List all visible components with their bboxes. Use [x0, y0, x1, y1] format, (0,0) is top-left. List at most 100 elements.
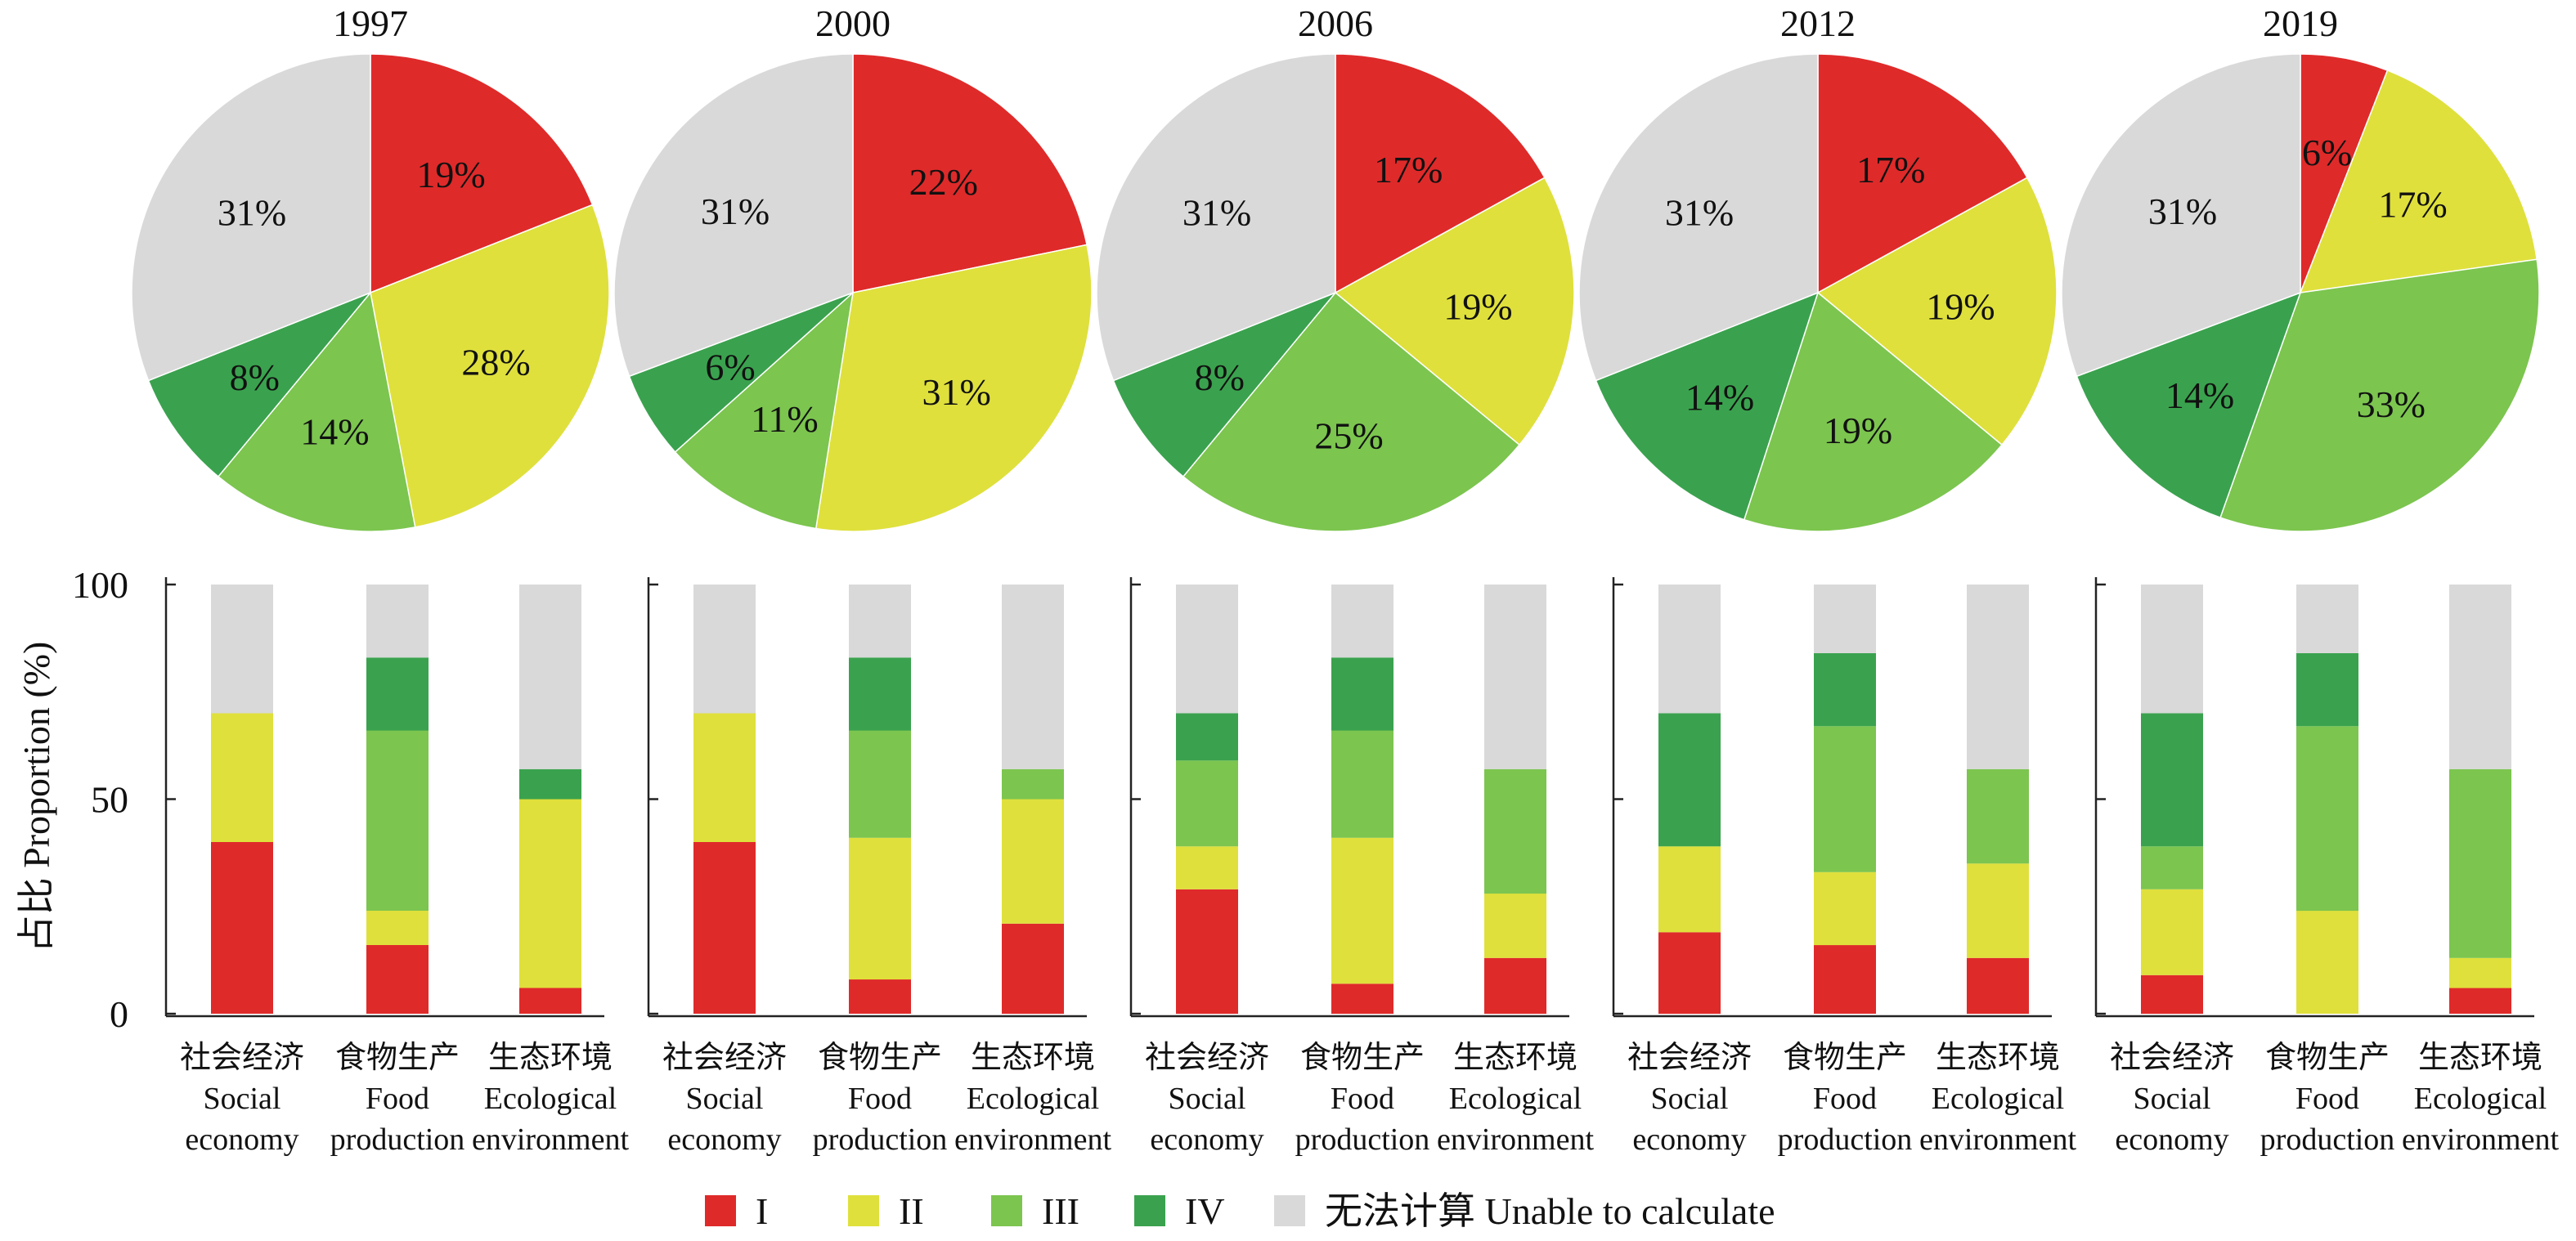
bar-segment-ii-2019-3 [2449, 957, 2511, 988]
category-label-zh-2012-2: 食物生产 [1783, 1041, 1907, 1075]
bar-segment-iii-2000-2 [849, 730, 911, 838]
category-label-en-2000-3: Ecological [967, 1082, 1099, 1116]
category-label-en2-2000-1: economy [667, 1122, 781, 1157]
bar-segment-ii-2012-2 [1814, 871, 1876, 946]
bar-segment-i-2012-1 [1658, 932, 1721, 1015]
bar-segment-iv-2012-1 [1658, 713, 1721, 847]
pie-label-i-2019: 6% [2302, 132, 2352, 173]
bar-segment-ii-2006-3 [1484, 894, 1546, 958]
pie-label-u-2019: 31% [2148, 190, 2217, 232]
bar-2019-3 [2449, 585, 2511, 1014]
y-axis-label: 占比 Proportion (%) [16, 642, 57, 953]
category-label-en-2019-2: Food [2296, 1082, 2359, 1116]
bar-segment-iv-2006-1 [1176, 713, 1238, 761]
bar-segment-u-2012-3 [1967, 585, 2029, 769]
bar-segment-ii-2000-2 [849, 837, 911, 980]
bar-segment-ii-2012-1 [1658, 846, 1721, 933]
bar-segment-iii-2006-1 [1176, 760, 1238, 847]
bar-segment-ii-2000-3 [1002, 799, 1064, 924]
category-label-en2-2012-2: production [1778, 1122, 1913, 1157]
pie-chart-2019: 2019 6% 17% 33% 14% 31% [2061, 2, 2540, 532]
pie-label-iii-2012: 19% [1824, 410, 1892, 451]
category-label-en-2006-2: Food [1331, 1082, 1394, 1116]
legend: I II III IV 无法计算 Unable to calculate [705, 1190, 1775, 1232]
category-label-en-1997-1: Social [204, 1082, 281, 1116]
category-label-en2-1997-3: environment [472, 1122, 630, 1157]
pie-title-1997: 1997 [333, 2, 408, 44]
bar-segment-ii-2019-1 [2141, 889, 2203, 975]
bar-2006-2 [1331, 585, 1393, 1015]
pie-slice-i-2006 [1335, 53, 1546, 294]
bar-segment-iii-2006-2 [1331, 730, 1393, 838]
pie-label-ii-2019: 17% [2378, 183, 2447, 225]
bar-2006-1 [1176, 585, 1238, 1015]
pie-label-iv-2019: 14% [2165, 374, 2234, 416]
bar-2019-2 [2296, 585, 2358, 1014]
pie-title-2019: 2019 [2263, 2, 2338, 44]
pie-slice-i-2012 [1817, 53, 2028, 294]
bar-1997-2 [366, 585, 429, 1014]
bar-2012-2 [1814, 585, 1876, 1014]
bar-segment-iv-2019-1 [2141, 713, 2203, 847]
y-axis-label-group: 占比 Proportion (%) [16, 642, 57, 953]
category-label-zh-2006-3: 生态环境 [1453, 1041, 1577, 1075]
pie-slice-u-2012 [1578, 53, 1819, 382]
legend-swatch-iv [1134, 1195, 1165, 1226]
pie-label-i-1997: 19% [416, 154, 485, 195]
bar-2012-3 [1967, 585, 2029, 1015]
pie-label-i-2006: 17% [1374, 149, 1443, 190]
bar-segment-i-2000-1 [693, 842, 756, 1014]
bar-segment-iv-2019-2 [2296, 653, 2358, 727]
pie-slice-ii-2019 [2299, 69, 2538, 293]
category-label-zh-2000-2: 食物生产 [818, 1041, 942, 1075]
bar-segment-iii-2012-2 [1814, 726, 1876, 872]
bar-segment-u-2000-3 [1002, 585, 1064, 769]
y-tick-label-50: 50 [91, 779, 128, 821]
bar-2000-1 [693, 585, 756, 1014]
pie-slice-iii-2019 [2219, 258, 2540, 532]
bar-segment-iii-2006-3 [1484, 768, 1546, 894]
category-label-en2-2019-2: production [2260, 1122, 2395, 1157]
bar-segment-i-2019-1 [2141, 974, 2203, 1015]
y-tick-label-0: 0 [110, 993, 128, 1035]
bar-segment-i-1997-2 [366, 945, 429, 1014]
bar-segment-i-2012-3 [1967, 957, 2029, 1015]
pie-chart-1997: 1997 19% 28% 14% 8% 31% [131, 2, 610, 532]
legend-item-iii: III [991, 1190, 1079, 1232]
bar-segment-i-2019-3 [2449, 988, 2511, 1014]
pie-title-2006: 2006 [1298, 2, 1373, 44]
bar-segment-iii-2012-3 [1967, 768, 2029, 864]
pie-slice-iv-2012 [1595, 291, 1820, 521]
category-label-zh-1997-3: 生态环境 [488, 1041, 613, 1075]
bar-segment-ii-1997-3 [519, 799, 581, 988]
category-label-zh-1997-1: 社会经济 [180, 1041, 304, 1075]
bar-segment-iii-2019-2 [2296, 726, 2358, 912]
bar-segment-u-2019-2 [2296, 585, 2358, 653]
legend-swatch-u [1274, 1195, 1305, 1226]
bar-segment-u-2006-1 [1176, 585, 1238, 714]
legend-label-ii: II [899, 1190, 924, 1232]
category-label-en2-2019-1: economy [2115, 1122, 2228, 1157]
category-label-zh-2000-1: 社会经济 [662, 1041, 787, 1075]
pie-label-ii-2006: 19% [1443, 286, 1512, 328]
bar-segment-u-2006-2 [1331, 585, 1393, 658]
category-label-en2-2006-3: environment [1437, 1122, 1595, 1157]
legend-item-u: 无法计算 Unable to calculate [1274, 1190, 1775, 1232]
category-label-en2-2012-1: economy [1632, 1122, 1746, 1157]
bar-segment-i-2006-1 [1176, 889, 1238, 1015]
pie-chart-2012: 2012 17% 19% 19% 14% 31% [1578, 2, 2058, 532]
pie-slice-ii-2000 [815, 244, 1093, 532]
pie-label-iv-2000: 6% [705, 347, 755, 388]
category-label-zh-2019-1: 社会经济 [2110, 1041, 2234, 1075]
bar-segment-iv-1997-2 [366, 657, 429, 731]
category-label-en-2012-3: Ecological [1932, 1082, 2064, 1116]
bar-2012-1 [1658, 585, 1721, 1015]
category-label-en2-1997-2: production [330, 1122, 465, 1157]
category-label-zh-2000-3: 生态环境 [971, 1041, 1095, 1075]
pie-slice-iii-2000 [674, 291, 855, 530]
category-label-en2-1997-1: economy [185, 1122, 298, 1157]
pie-charts-group: 199719%28%14%8%31%200022%31%11%6%31%2006… [131, 2, 2540, 532]
pie-chart-2000: 2000 22% 31% 11% 6% 31% [613, 2, 1093, 532]
bar-2000-2 [849, 585, 911, 1014]
y-tick-label-100: 100 [72, 564, 128, 606]
